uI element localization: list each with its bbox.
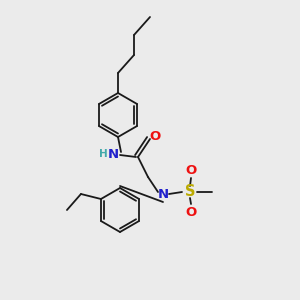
- Text: N: N: [158, 188, 169, 202]
- Text: O: O: [185, 164, 197, 176]
- Text: O: O: [149, 130, 161, 142]
- Text: N: N: [107, 148, 118, 161]
- Text: H: H: [99, 149, 107, 159]
- Text: O: O: [185, 206, 197, 218]
- Text: S: S: [185, 184, 195, 200]
